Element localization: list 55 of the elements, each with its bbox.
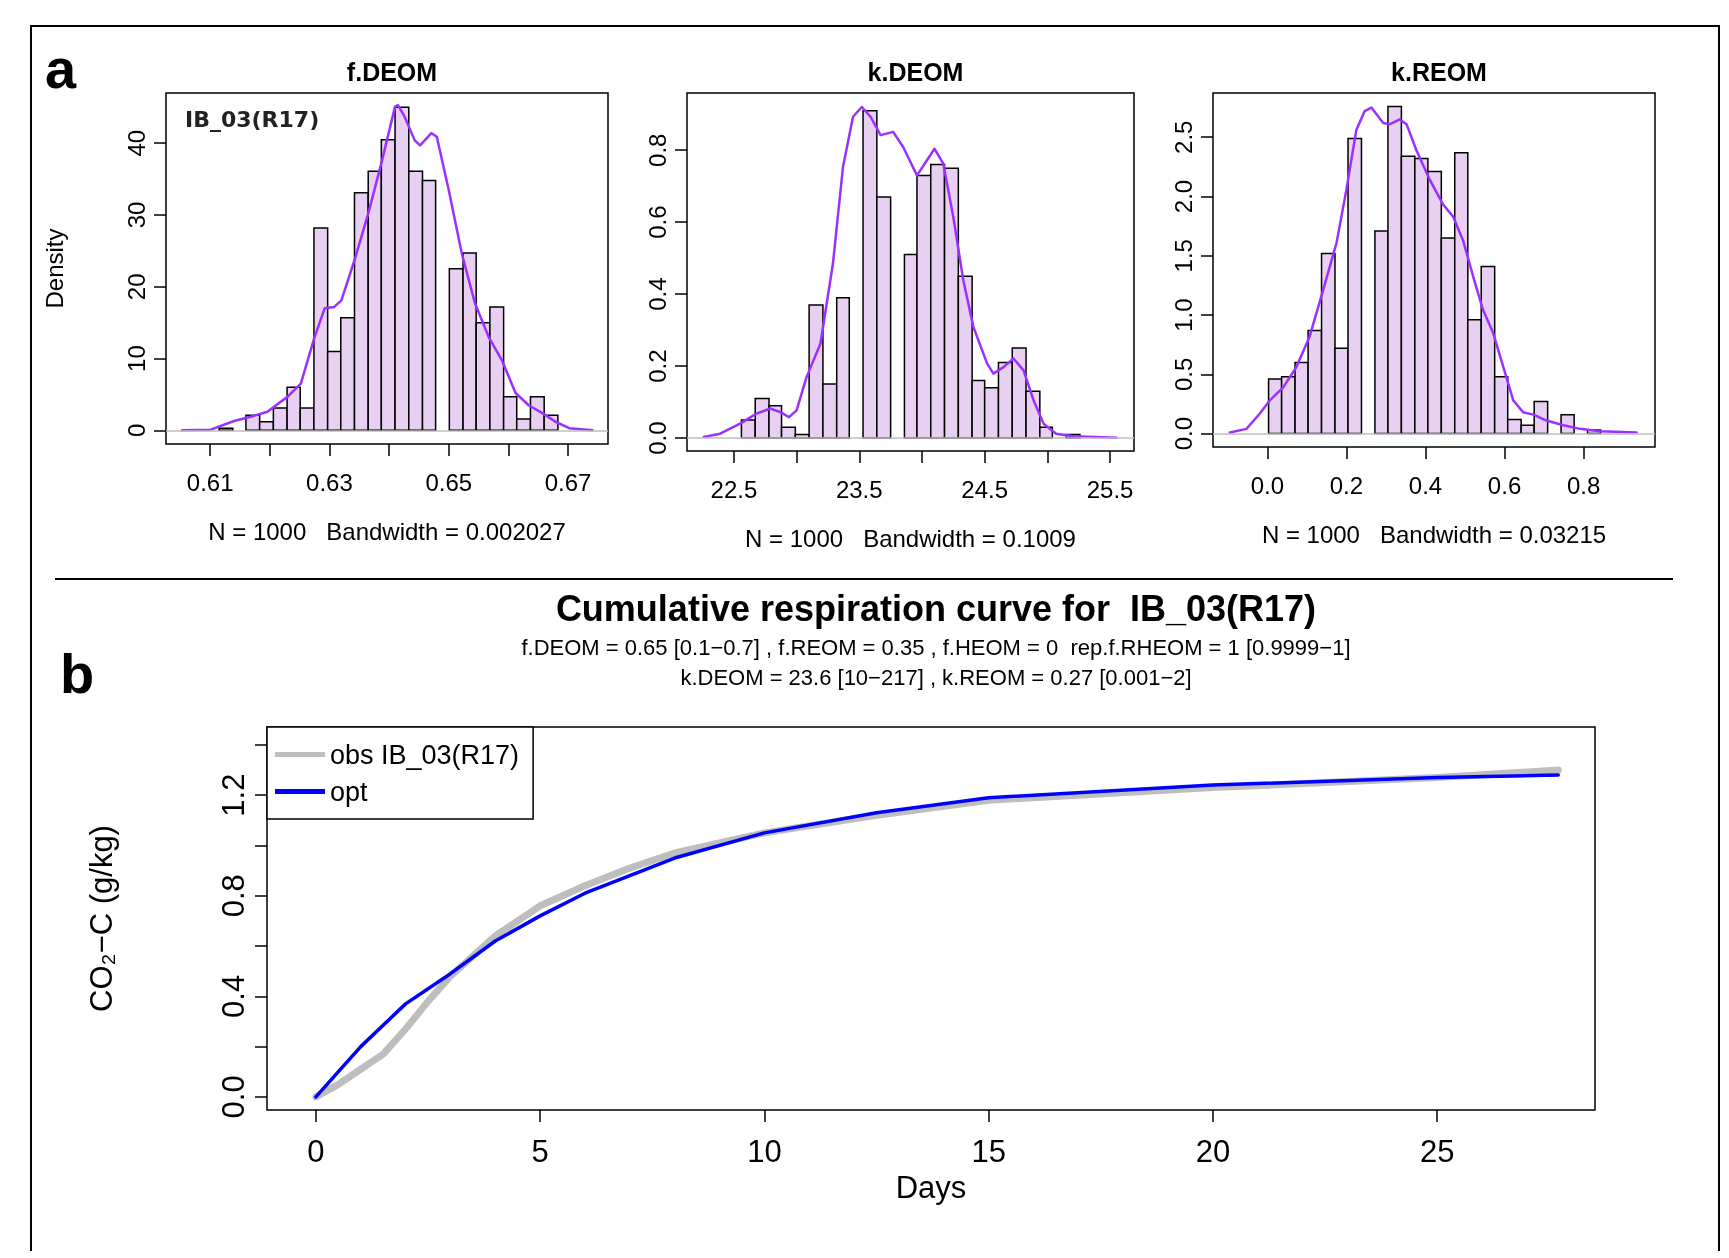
y-tick-label: 0.6: [643, 205, 671, 239]
x-tick-label: 0.67: [544, 468, 592, 496]
x-tick-label: 0.4: [1408, 471, 1443, 499]
x-tick-label: 23.5: [835, 475, 883, 503]
legend-label: obs IB_03(R17): [330, 739, 520, 770]
y-tick-label: 0.8: [216, 874, 251, 918]
x-tick-label: 0.2: [1329, 471, 1364, 499]
y-tick-label: 0.4: [643, 277, 671, 311]
y-tick-label: 0.5: [1169, 357, 1197, 392]
y-tick-label: 2.0: [1169, 179, 1197, 214]
chart-title: k.DEOM: [867, 57, 964, 86]
x-tick-label: 10: [747, 1134, 782, 1169]
x-tick-label: 0.61: [186, 468, 234, 496]
x-axis-title: Days: [895, 1170, 967, 1205]
chart-subtitle: f.DEOM = 0.65 [0.1−0.7] , f.REOM = 0.35 , f.HEOM = 0 rep.f.RHEOM = 1 [0.9999−1] k.DEOM = 23.6 [10−217] , k.REOM = 0.27 [0.001−2]: [521, 634, 1351, 690]
legend-label: opt: [330, 776, 369, 807]
y-tick-label: 0: [122, 423, 150, 438]
y-tick-label: 1.5: [1169, 239, 1197, 273]
x-tick-label: 25.5: [1086, 475, 1134, 503]
y-tick-label: 40: [122, 129, 150, 157]
y-tick-label: 10: [122, 345, 150, 372]
x-tick-label: 25: [1419, 1134, 1455, 1169]
y-tick-label: 0.0: [1169, 416, 1197, 451]
text: b: [60, 641, 95, 705]
x-tick-label: 24.5: [961, 475, 1009, 503]
x-tick-label: 0.8: [1566, 471, 1601, 499]
x-tick-label: 5: [531, 1134, 549, 1169]
x-tick-label: 0.63: [306, 468, 353, 496]
x-tick-label: 0.0: [1250, 471, 1285, 499]
y-tick-label: 1.0: [1169, 298, 1197, 332]
x-tick-label: 15: [971, 1134, 1006, 1169]
y-tick-label: 0.0: [643, 421, 671, 455]
chart-title: k.REOM: [1391, 57, 1487, 86]
chart-title: Cumulative respiration curve for IB_03(R17): [555, 587, 1317, 629]
y-tick-label: 0.2: [643, 349, 671, 383]
annotation: IB_03(R17): [185, 106, 320, 132]
x-axis-title: N = 1000 Bandwidth = 0.1009: [745, 524, 1076, 552]
y-axis-title: Density: [40, 228, 68, 309]
y-tick-label: 20: [122, 273, 150, 301]
text: a: [45, 36, 77, 100]
y-tick-label: 0.8: [643, 133, 671, 167]
x-tick-label: 20: [1195, 1134, 1231, 1169]
y-tick-label: 0.0: [216, 1075, 251, 1119]
y-tick-label: 0.4: [216, 974, 251, 1018]
x-tick-label: 0.6: [1487, 471, 1522, 499]
chart-title: f.DEOM: [346, 57, 438, 86]
x-tick-label: 0: [307, 1134, 325, 1169]
y-tick-label: 2.5: [1169, 120, 1197, 154]
x-axis-title: N = 1000 Bandwidth = 0.03215: [1261, 520, 1607, 548]
x-tick-label: 22.5: [710, 475, 758, 503]
x-tick-label: 0.65: [425, 468, 473, 496]
x-axis-title: N = 1000 Bandwidth = 0.002027: [208, 517, 566, 545]
y-tick-label: 30: [122, 201, 150, 229]
y-tick-label: 1.2: [216, 773, 251, 817]
y-axis-title: CO₂−C (g/kg): [84, 825, 119, 1012]
